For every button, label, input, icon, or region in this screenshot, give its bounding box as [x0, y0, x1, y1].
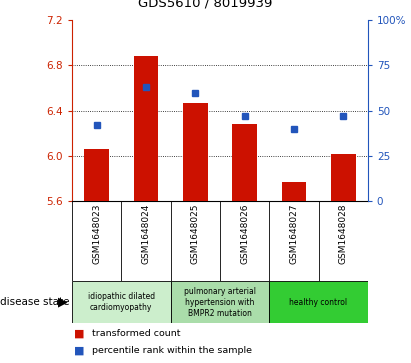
- Text: pulmonary arterial
hypertension with
BMPR2 mutation: pulmonary arterial hypertension with BMP…: [184, 287, 256, 318]
- Bar: [171, 281, 269, 323]
- Text: GSM1648027: GSM1648027: [289, 204, 298, 264]
- Text: transformed count: transformed count: [92, 329, 181, 338]
- Bar: [134, 56, 158, 201]
- Text: percentile rank within the sample: percentile rank within the sample: [92, 346, 252, 355]
- Text: healthy control: healthy control: [289, 298, 348, 307]
- Bar: [183, 103, 208, 201]
- Text: GSM1648025: GSM1648025: [191, 204, 200, 264]
- Text: idiopathic dilated
cardiomyopathy: idiopathic dilated cardiomyopathy: [88, 292, 155, 312]
- Bar: [84, 149, 109, 201]
- Text: GDS5610 / 8019939: GDS5610 / 8019939: [139, 0, 272, 9]
- Bar: [232, 125, 257, 201]
- Text: disease state: disease state: [0, 297, 69, 307]
- Text: ▶: ▶: [58, 296, 68, 309]
- Bar: [282, 182, 306, 201]
- Bar: [331, 154, 356, 201]
- Text: GSM1648026: GSM1648026: [240, 204, 249, 264]
- Bar: [269, 281, 368, 323]
- Text: GSM1648024: GSM1648024: [141, 204, 150, 264]
- Bar: [72, 281, 171, 323]
- Text: GSM1648023: GSM1648023: [92, 204, 101, 264]
- Text: ■: ■: [74, 328, 85, 338]
- Text: ■: ■: [74, 345, 85, 355]
- Text: GSM1648028: GSM1648028: [339, 204, 348, 264]
